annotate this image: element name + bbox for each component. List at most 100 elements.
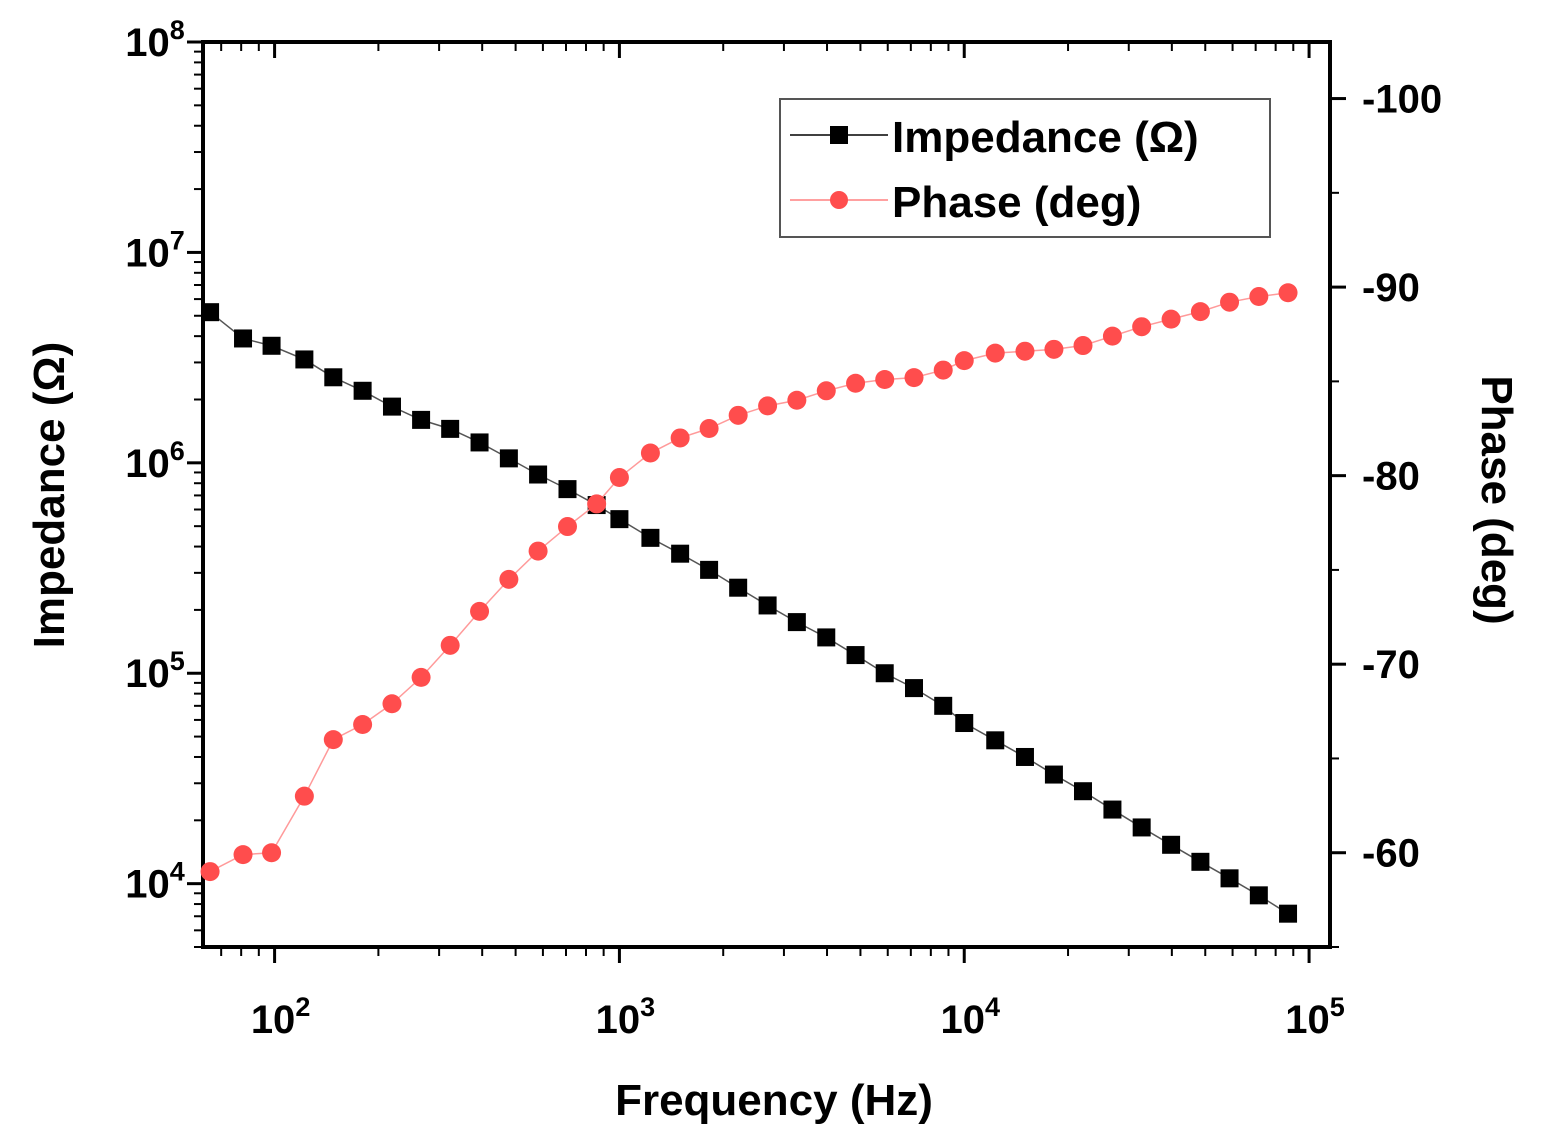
x-tick-label: 104 xyxy=(940,992,1000,1042)
impedance-point xyxy=(1044,765,1063,784)
impedance-point xyxy=(758,596,777,615)
phase-point xyxy=(1015,341,1035,361)
impedance-point xyxy=(382,397,401,416)
phase-point xyxy=(728,405,748,425)
impedance-point xyxy=(610,510,629,529)
phase-point xyxy=(933,360,953,380)
phase-point xyxy=(440,635,460,655)
phase-point xyxy=(1102,326,1122,346)
y-right-tick-label: -100 xyxy=(1362,78,1442,122)
phase-point xyxy=(787,390,807,410)
x-tick-label: 103 xyxy=(596,992,656,1042)
impedance-point xyxy=(1162,835,1181,854)
impedance-point xyxy=(671,544,690,563)
phase-point xyxy=(640,443,660,463)
impedance-point xyxy=(295,350,314,369)
impedance-point xyxy=(1249,886,1268,905)
impedance-point xyxy=(986,731,1005,750)
phase-point xyxy=(609,468,629,488)
impedance-point xyxy=(641,528,660,547)
x-tick-label: 102 xyxy=(251,992,311,1042)
impedance-point xyxy=(1103,800,1122,819)
x-axis-title: Frequency (Hz) xyxy=(615,1076,933,1125)
y-right-axis-title: Phase (deg) xyxy=(1472,375,1521,624)
impedance-point xyxy=(846,646,865,665)
phase-point xyxy=(1073,336,1093,356)
legend-phase-marker xyxy=(830,191,848,209)
phase-point xyxy=(985,343,1005,363)
y-right-tick-label: -60 xyxy=(1362,832,1420,876)
impedance-point xyxy=(470,433,489,452)
phase-point xyxy=(816,381,836,401)
impedance-point xyxy=(499,449,518,468)
y-left-tick-label: 105 xyxy=(125,646,185,696)
phase-point xyxy=(411,667,431,687)
impedance-point xyxy=(1073,782,1092,801)
phase-point xyxy=(294,786,314,806)
impedance-point xyxy=(558,480,577,499)
impedance-point xyxy=(817,628,836,647)
impedance-point xyxy=(1132,818,1151,837)
impedance-point xyxy=(1220,869,1239,888)
impedance-point xyxy=(234,329,253,348)
phase-point xyxy=(382,694,402,714)
phase-line xyxy=(209,292,1289,873)
phase-point xyxy=(528,541,548,561)
phase-point xyxy=(904,368,924,388)
y-left-tick-label: 108 xyxy=(125,15,185,65)
phase-point xyxy=(1278,283,1298,303)
impedance-point xyxy=(353,381,372,400)
impedance-point xyxy=(955,714,974,733)
y-left-tick-label: 104 xyxy=(125,857,185,907)
phase-point xyxy=(323,730,343,750)
legend-impedance-label: Impedance (Ω) xyxy=(892,113,1199,162)
series-layer xyxy=(200,283,1298,923)
impedance-point xyxy=(905,679,924,698)
phase-point xyxy=(758,396,778,416)
y-left-axis-title: Impedance (Ω) xyxy=(25,342,74,649)
phase-point xyxy=(954,351,974,371)
legend-phase-label: Phase (deg) xyxy=(892,178,1141,227)
x-tick-label: 105 xyxy=(1285,992,1345,1042)
impedance-point xyxy=(934,696,953,715)
legend-box xyxy=(779,98,1271,238)
impedance-point xyxy=(201,303,220,322)
phase-point xyxy=(499,569,519,589)
impedance-point xyxy=(787,613,806,632)
phase-point xyxy=(557,517,577,537)
phase-point xyxy=(233,845,253,865)
phase-point xyxy=(1249,287,1269,307)
impedance-point xyxy=(1015,747,1034,766)
phase-point xyxy=(1044,339,1064,359)
phase-point xyxy=(470,601,490,621)
impedance-point xyxy=(1279,904,1298,923)
phase-point xyxy=(670,428,690,448)
phase-point xyxy=(262,843,282,863)
y-left-tick-label: 106 xyxy=(125,436,185,486)
impedance-point xyxy=(875,664,894,683)
impedance-point xyxy=(262,336,281,355)
phase-point xyxy=(1190,302,1210,322)
ticks-layer: 102 103 104 105 104 105 106 107 108 -60 -70 -80 -90 -… xyxy=(125,15,1442,1042)
y-right-tick-label: -90 xyxy=(1362,266,1420,310)
phase-point xyxy=(1132,317,1152,337)
phase-point xyxy=(846,373,866,393)
y-right-tick-label: -70 xyxy=(1362,643,1420,687)
impedance-point xyxy=(412,410,431,429)
legend: Impedance (Ω) Phase (deg) xyxy=(779,98,1271,238)
impedance-point xyxy=(700,560,719,579)
y-right-tick-label: -80 xyxy=(1362,455,1420,499)
phase-point xyxy=(1161,309,1181,329)
phase-point xyxy=(699,419,719,439)
phase-point xyxy=(587,494,607,514)
impedance-point xyxy=(1191,852,1210,871)
impedance-point xyxy=(324,368,343,387)
phase-point xyxy=(875,369,895,389)
phase-point xyxy=(1220,292,1240,312)
y-left-tick-label: 107 xyxy=(125,225,185,275)
impedance-point xyxy=(729,578,748,597)
legend-impedance-marker xyxy=(830,126,848,144)
phase-point xyxy=(200,862,220,882)
impedance-line xyxy=(209,311,1289,915)
